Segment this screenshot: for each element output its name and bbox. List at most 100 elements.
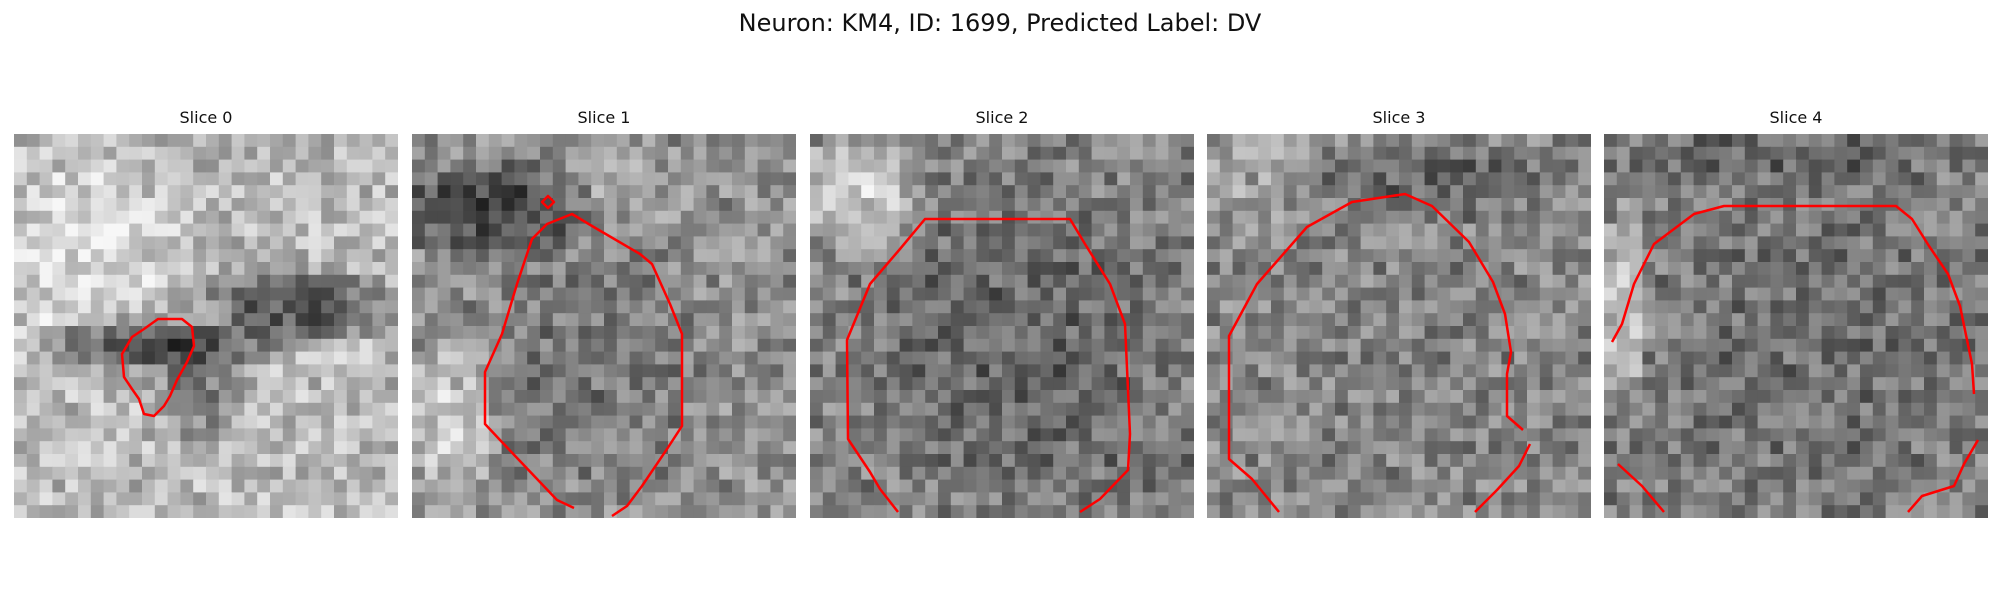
image-pixel bbox=[346, 223, 361, 237]
image-pixel bbox=[591, 198, 605, 212]
image-pixel bbox=[26, 210, 41, 225]
image-pixel bbox=[1091, 159, 1105, 173]
image-pixel bbox=[385, 492, 398, 506]
image-pixel bbox=[167, 172, 181, 186]
image-pixel bbox=[1066, 492, 1080, 506]
image-pixel bbox=[488, 287, 503, 301]
image-pixel bbox=[1885, 210, 1899, 225]
image-pixel bbox=[1488, 505, 1502, 518]
image-pixel bbox=[1066, 185, 1080, 199]
image-pixel bbox=[757, 479, 771, 493]
image-pixel bbox=[1411, 364, 1426, 378]
image-pixel bbox=[719, 134, 733, 148]
image-pixel bbox=[591, 274, 605, 289]
image-pixel bbox=[757, 326, 771, 340]
image-pixel bbox=[1783, 223, 1797, 237]
image-pixel bbox=[1668, 134, 1682, 148]
image-pixel bbox=[1488, 172, 1502, 186]
image-pixel bbox=[1539, 326, 1554, 340]
image-pixel bbox=[424, 326, 439, 340]
image-pixel bbox=[1808, 210, 1823, 225]
image-pixel bbox=[1002, 454, 1016, 468]
image-pixel bbox=[1898, 479, 1912, 493]
image-pixel bbox=[1821, 351, 1835, 365]
image-pixel bbox=[565, 479, 579, 493]
image-pixel bbox=[218, 479, 233, 493]
image-pixel bbox=[938, 338, 952, 353]
image-pixel bbox=[514, 313, 528, 327]
image-pixel bbox=[1283, 351, 1298, 365]
image-pixel bbox=[1322, 492, 1336, 506]
image-pixel bbox=[1104, 492, 1118, 506]
image-pixel bbox=[1821, 236, 1835, 250]
image-pixel bbox=[14, 223, 28, 237]
image-pixel bbox=[976, 428, 990, 442]
image-pixel bbox=[1091, 415, 1105, 429]
image-pixel bbox=[693, 274, 707, 289]
image-pixel bbox=[1014, 466, 1029, 481]
image-pixel bbox=[527, 364, 541, 378]
image-pixel bbox=[1271, 390, 1285, 404]
image-pixel bbox=[1347, 351, 1362, 365]
image-pixel bbox=[629, 198, 643, 212]
image-pixel bbox=[1450, 146, 1464, 161]
image-pixel bbox=[78, 274, 92, 289]
image-pixel bbox=[578, 172, 592, 186]
image-pixel bbox=[1309, 338, 1323, 353]
image-pixel bbox=[1219, 428, 1234, 442]
image-pixel bbox=[1578, 364, 1591, 378]
image-pixel bbox=[1347, 134, 1362, 148]
image-pixel bbox=[1104, 351, 1118, 365]
image-pixel bbox=[1040, 428, 1054, 442]
image-pixel bbox=[1424, 505, 1438, 518]
image-pixel bbox=[1604, 249, 1618, 263]
image-pixel bbox=[154, 441, 169, 455]
image-pixel bbox=[886, 505, 901, 518]
image-pixel bbox=[1360, 479, 1374, 493]
image-pixel bbox=[1207, 210, 1221, 225]
image-pixel bbox=[295, 274, 309, 289]
image-pixel bbox=[693, 172, 707, 186]
image-pixel bbox=[886, 210, 901, 225]
image-pixel bbox=[1604, 313, 1618, 327]
image-pixel bbox=[1053, 415, 1067, 429]
image-pixel bbox=[1527, 364, 1541, 378]
image-pixel bbox=[231, 198, 245, 212]
image-pixel bbox=[540, 338, 554, 353]
image-pixel bbox=[629, 262, 643, 276]
image-pixel bbox=[822, 210, 837, 225]
image-pixel bbox=[1296, 454, 1310, 468]
image-pixel bbox=[668, 210, 682, 225]
image-pixel bbox=[321, 146, 335, 161]
image-pixel bbox=[604, 402, 618, 417]
image-pixel bbox=[1296, 313, 1310, 327]
image-pixel bbox=[1936, 146, 1951, 161]
image-pixel bbox=[1155, 274, 1169, 289]
image-pixel bbox=[1258, 338, 1272, 353]
image-pixel bbox=[1924, 300, 1938, 314]
image-pixel bbox=[706, 441, 720, 455]
image-pixel bbox=[437, 274, 451, 289]
image-pixel bbox=[1962, 454, 1976, 468]
image-pixel bbox=[1898, 236, 1912, 250]
image-pixel bbox=[527, 134, 541, 148]
image-pixel bbox=[1616, 415, 1631, 429]
image-pixel bbox=[231, 249, 245, 263]
image-pixel bbox=[1399, 159, 1413, 173]
image-pixel bbox=[1437, 415, 1451, 429]
image-pixel bbox=[1399, 223, 1413, 237]
image-pixel bbox=[1232, 210, 1246, 225]
image-pixel bbox=[693, 326, 707, 340]
image-pixel bbox=[950, 441, 965, 455]
image-pixel bbox=[1130, 146, 1144, 161]
image-pixel bbox=[1642, 300, 1656, 314]
image-pixel bbox=[1117, 223, 1131, 237]
image-pixel bbox=[1283, 249, 1298, 263]
image-pixel bbox=[976, 287, 990, 301]
image-pixel bbox=[1245, 402, 1259, 417]
image-pixel bbox=[372, 185, 386, 199]
image-pixel bbox=[1770, 390, 1784, 404]
image-pixel bbox=[706, 338, 720, 353]
image-pixel bbox=[1399, 313, 1413, 327]
image-pixel bbox=[848, 262, 862, 276]
